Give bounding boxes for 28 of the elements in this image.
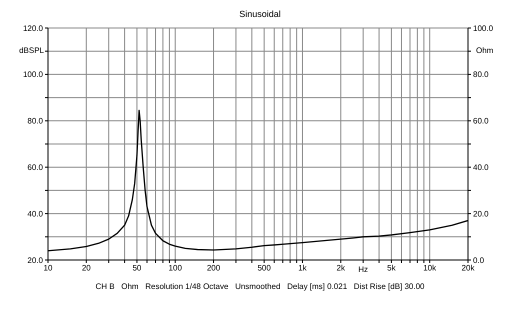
x-tick-label: 20k xyxy=(462,264,476,273)
x-tick-label: 100 xyxy=(168,264,182,273)
y2-tick-label: 80.0 xyxy=(473,70,490,80)
y2-tick-label: 60.0 xyxy=(473,116,490,126)
y-tick-label: 120.0 xyxy=(22,24,44,33)
x-tick-label: 1k xyxy=(298,264,308,273)
x-tick-label: 20 xyxy=(82,264,92,273)
x-tick-label: 200 xyxy=(206,264,221,273)
chart-title: Sinusoidal xyxy=(238,8,282,20)
x-tick-label: 500 xyxy=(257,264,272,273)
text: CH B Ohm Resolution 1/48 Octave Unsmoothed Delay [ms] 0.021 Dist Rise [dB] 30.00 xyxy=(94,282,426,291)
y-tick-label: 80.0 xyxy=(27,116,44,126)
x-axis-title: Hz xyxy=(355,265,372,274)
x-tick-label: 10k xyxy=(423,264,438,273)
y-axis-title: dBSPL xyxy=(18,46,44,56)
x-tick-label: 10 xyxy=(44,264,53,273)
y2-axis-title: Ohm xyxy=(476,46,494,56)
y2-tick-label: 20.0 xyxy=(473,209,490,218)
y-tick-label: 20.0 xyxy=(27,256,44,265)
y2-tick-label: 0.0 xyxy=(473,256,485,265)
y2-tick-label: 40.0 xyxy=(473,163,490,172)
y-tick-label: 60.0 xyxy=(27,163,44,172)
y-tick-label: 40.0 xyxy=(27,209,44,218)
x-tick-label: 50 xyxy=(132,264,142,273)
y-tick-label: 100.0 xyxy=(22,70,44,80)
x-tick-label: 2k xyxy=(336,264,346,273)
x-tick-label: 5k xyxy=(387,264,397,273)
y2-tick-label: 100.0 xyxy=(473,24,494,33)
